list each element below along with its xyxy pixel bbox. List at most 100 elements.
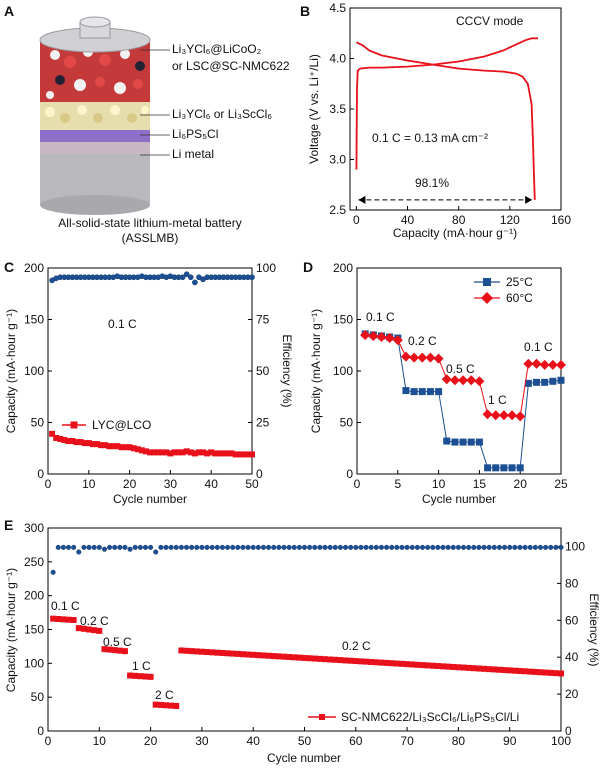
legend-marker xyxy=(70,421,78,429)
x-tick-label: 30 xyxy=(195,734,209,748)
capacity-point xyxy=(70,617,77,624)
efficiency-point xyxy=(296,544,302,550)
label-electrolyte: Li₃YCl₆ or Li₃ScCl₆ xyxy=(172,107,272,121)
capacity-point xyxy=(65,438,72,445)
y-tick-label: 3.5 xyxy=(329,102,346,116)
y-right-tick-label: 25 xyxy=(256,416,270,430)
y-right-tick-label: 0 xyxy=(565,724,572,738)
series-60c-point xyxy=(474,376,485,387)
series-60c-point xyxy=(547,359,558,370)
y-axis-label: Capacity (mA·hour g⁻¹) xyxy=(309,309,323,433)
efficiency-point xyxy=(291,544,297,550)
capacity-point xyxy=(322,656,329,663)
capacity-point xyxy=(178,647,185,654)
y-tick-label: 0 xyxy=(37,724,44,738)
x-tick-label: 0 xyxy=(45,734,52,748)
capacity-point xyxy=(200,449,207,456)
annotation-rate: 0.1 C = 0.13 mA cm⁻² xyxy=(372,131,488,145)
efficiency-point xyxy=(65,544,72,550)
y-axis-label: Capacity (mA·hour g⁻¹) xyxy=(4,568,18,692)
capacity-point xyxy=(138,447,145,454)
efficiency-arrow-right xyxy=(525,195,533,204)
electrolyte-particles xyxy=(45,105,149,123)
y-right-tick-label: 0 xyxy=(256,467,263,481)
capacity-point xyxy=(188,648,195,655)
series-25c-point xyxy=(418,388,426,396)
capacity-point xyxy=(209,649,216,656)
efficiency-point xyxy=(496,544,502,550)
capacity-point xyxy=(244,451,251,458)
y-tick-label: 0 xyxy=(37,467,44,481)
efficiency-point xyxy=(543,544,549,550)
capacity-point xyxy=(163,449,170,456)
battery-illustration xyxy=(39,16,151,215)
x-tick-label: 0 xyxy=(353,213,360,227)
annotation-e-r1: 0.1 C xyxy=(51,599,80,613)
legend-marker-25c xyxy=(483,278,491,286)
y-tick-label: 100 xyxy=(333,364,353,378)
efficiency-point xyxy=(112,544,118,550)
capacity-point xyxy=(501,667,508,674)
capacity-point xyxy=(111,647,118,654)
efficiency-point xyxy=(389,544,395,550)
chart-e: 0 10 20 30 40 50 60 70 80 90 100050100150200250300… xyxy=(4,521,600,765)
series-60c-point xyxy=(523,358,534,369)
series-60c-point xyxy=(376,332,387,343)
battery-can-bottom xyxy=(40,195,150,215)
capacity-point xyxy=(187,449,194,456)
efficiency-point xyxy=(486,544,492,550)
series-25c-point xyxy=(516,464,524,472)
x-tick-label: 50 xyxy=(245,477,259,491)
efficiency-point xyxy=(178,544,184,550)
capacity-point xyxy=(229,650,236,657)
capacity-point xyxy=(527,668,534,675)
capacity-point xyxy=(147,673,154,680)
efficiency-point xyxy=(399,544,405,550)
series-25c-point xyxy=(426,388,434,396)
efficiency-point xyxy=(91,544,97,550)
series-25c-point xyxy=(549,377,557,385)
series-60c-point xyxy=(360,329,371,340)
annotation-rate-c: 0.1 C xyxy=(108,317,137,331)
capacity-point xyxy=(506,667,513,674)
y-tick-label: 100 xyxy=(24,364,44,378)
annotation-e-r6: 0.2 C xyxy=(342,639,371,653)
annotation-e-r4: 1 C xyxy=(132,659,151,673)
efficiency-point xyxy=(532,544,538,550)
capacity-point xyxy=(73,439,80,446)
x-tick-label: 10 xyxy=(93,734,107,748)
capacity-point xyxy=(496,666,503,673)
capacity-point xyxy=(75,625,82,632)
efficiency-point xyxy=(368,544,374,550)
series-25c-point xyxy=(533,378,541,386)
efficiency-point xyxy=(107,544,113,550)
efficiency-point xyxy=(192,279,198,286)
efficiency-point xyxy=(271,544,277,550)
y-tick-label: 2.5 xyxy=(329,203,346,217)
capacity-point xyxy=(183,647,190,654)
x-axis-label: Capacity (mA·hour g⁻¹) xyxy=(393,226,517,240)
capacity-point xyxy=(114,443,121,450)
panel-label-c: C xyxy=(4,259,14,275)
capacity-point xyxy=(57,435,64,442)
annotation-d-r5: 0.1 C xyxy=(524,340,553,354)
capacity-point xyxy=(98,442,105,449)
x-tick-label: 10 xyxy=(432,477,446,491)
capacity-point xyxy=(173,702,180,709)
capacity-point xyxy=(414,661,421,668)
efficiency-point xyxy=(358,544,364,550)
efficiency-point xyxy=(76,549,82,555)
x-tick-label: 80 xyxy=(452,213,466,227)
efficiency-point xyxy=(183,544,190,550)
discharge-curve xyxy=(356,41,536,200)
capacity-point xyxy=(208,449,215,456)
x-tick-label: 0 xyxy=(354,477,361,491)
series-60c-point xyxy=(409,352,420,363)
y-tick-label: 4.0 xyxy=(329,52,346,66)
capacity-point xyxy=(373,659,380,666)
capacity-point xyxy=(434,663,441,670)
efficiency-point xyxy=(117,544,123,550)
x-tick-label: 100 xyxy=(551,734,571,748)
capacity-point xyxy=(91,627,98,634)
capacity-point xyxy=(106,646,113,653)
